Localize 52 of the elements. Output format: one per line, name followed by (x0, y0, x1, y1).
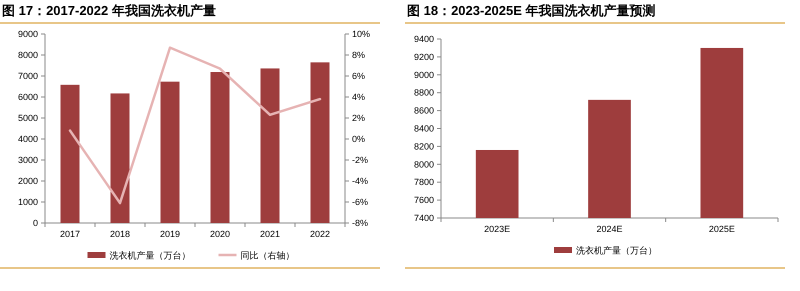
y-tick-label: 8000 (414, 159, 434, 170)
legend-label: 洗衣机产量（万台） (110, 250, 190, 260)
y-tick-label: 7400 (414, 213, 434, 223)
y2-tick-label: 0% (352, 134, 366, 144)
y-tick-label: 4000 (18, 134, 38, 144)
bar (210, 72, 230, 223)
y-tick-label: 8200 (414, 141, 434, 152)
bar (60, 84, 80, 223)
x-tick-label: 2019 (160, 229, 180, 239)
y-tick-label: 8400 (414, 124, 434, 134)
y2-tick-label: 10% (352, 29, 370, 39)
y-tick-label: 3000 (18, 155, 38, 165)
y-tick-label: 9200 (414, 52, 434, 62)
y-tick-label: 6000 (18, 92, 38, 102)
line-series (68, 46, 322, 204)
y-tick-label: 2000 (18, 176, 38, 186)
x-tick-label: 2020 (210, 229, 230, 239)
y2-tick-label: 4% (352, 92, 366, 102)
y-tick-label: 7600 (414, 195, 434, 206)
x-tick-label: 2018 (110, 229, 130, 239)
x-tick-label: 2017 (60, 229, 80, 239)
y-tick-label: 7800 (414, 177, 434, 188)
y2-tick-label: -2% (352, 155, 368, 165)
legend-label: 同比（右轴） (240, 250, 294, 260)
y2-tick-label: 6% (352, 71, 366, 81)
y2-tick-label: 8% (352, 50, 366, 60)
y-tick-label: 9400 (414, 34, 434, 44)
y2-tick-label: -8% (352, 218, 368, 228)
y-tick-label: 9000 (414, 70, 434, 80)
y-tick-label: 7000 (18, 71, 38, 81)
y-tick-label: 8800 (414, 88, 434, 98)
x-tick-label: 2025E (708, 224, 735, 234)
y-tick-label: 5000 (18, 113, 38, 123)
y-tick-label: 8000 (18, 50, 38, 60)
y-tick-label: 0 (32, 218, 38, 228)
bar (260, 68, 280, 223)
y2-tick-label: -4% (352, 176, 368, 186)
legend-label: 洗衣机产量（万台） (576, 246, 657, 256)
y-tick-label: 8600 (414, 106, 434, 116)
bar (310, 62, 330, 223)
x-tick-label: 2024E (596, 224, 623, 234)
chart-title: 图 18：2023-2025E 年我国洗衣机产量预测 (407, 3, 656, 18)
x-tick-label: 2021 (260, 229, 280, 239)
y2-tick-label: -6% (352, 197, 368, 207)
y-tick-label: 9000 (18, 29, 38, 39)
chart-title: 图 17：2017-2022 年我国洗衣机产量 (2, 3, 216, 18)
y2-tick-label: 2% (352, 113, 366, 123)
x-tick-label: 2023E (484, 224, 510, 234)
y-tick-label: 1000 (18, 197, 38, 207)
bar (110, 93, 130, 223)
bar (160, 82, 180, 223)
x-tick-label: 2022 (310, 229, 330, 239)
